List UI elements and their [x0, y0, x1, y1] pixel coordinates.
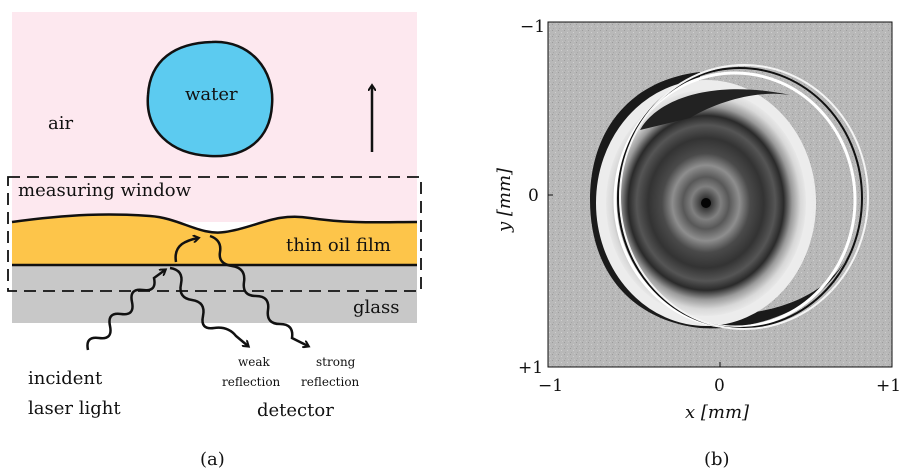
weak-reflection-ray — [169, 266, 248, 346]
transmitted-ray — [174, 238, 198, 263]
measuring-window-box — [7, 176, 422, 292]
incident-light-ray — [86, 270, 165, 351]
weak-reflection-label-line2: reflection — [222, 375, 281, 389]
y-tick-top: −1 — [520, 17, 545, 37]
strong-reflection-label-line2: reflection — [301, 375, 360, 389]
measuring-window-label: measuring window — [18, 180, 192, 201]
x-tick-right: +1 — [876, 376, 901, 396]
panel-a-caption: (a) — [200, 449, 225, 470]
outer-ring-3 — [619, 64, 869, 330]
y-tick-bottom: +1 — [518, 358, 543, 378]
panel-a-diagram: air water measuring window thin oil film… — [7, 12, 422, 470]
glass-layer — [12, 265, 417, 323]
x-tick-left: −1 — [538, 376, 563, 396]
white-halo-ring — [596, 80, 816, 326]
y-axis-label: y [mm] — [494, 167, 515, 233]
x-tick-middle: 0 — [714, 376, 725, 396]
oil-surface-line — [11, 213, 418, 234]
center-dark-spot — [701, 198, 711, 208]
strong-reflection-label-line1: strong — [316, 355, 356, 369]
incident-label-line1: incident — [28, 368, 103, 389]
x-axis-label: x [mm] — [685, 402, 750, 423]
strong-reflection-ray — [209, 234, 308, 346]
water-droplet — [146, 40, 274, 158]
glass-label: glass — [353, 297, 400, 318]
top-dark-arc — [640, 89, 790, 130]
detector-label: detector — [257, 400, 334, 421]
y-tick-middle: 0 — [528, 186, 539, 206]
weak-reflection-label-line1: weak — [238, 355, 271, 369]
incident-label-line2: laser light — [28, 398, 121, 419]
panel-b-caption: (b) — [704, 449, 730, 470]
water-label: water — [185, 84, 238, 105]
air-label: air — [48, 113, 73, 134]
panel-b-image: −1 0 +1 −1 0 +1 x [mm] y [mm] (b) — [494, 17, 901, 470]
oil-film-layer — [12, 214, 417, 265]
oil-film-label: thin oil film — [286, 235, 391, 256]
